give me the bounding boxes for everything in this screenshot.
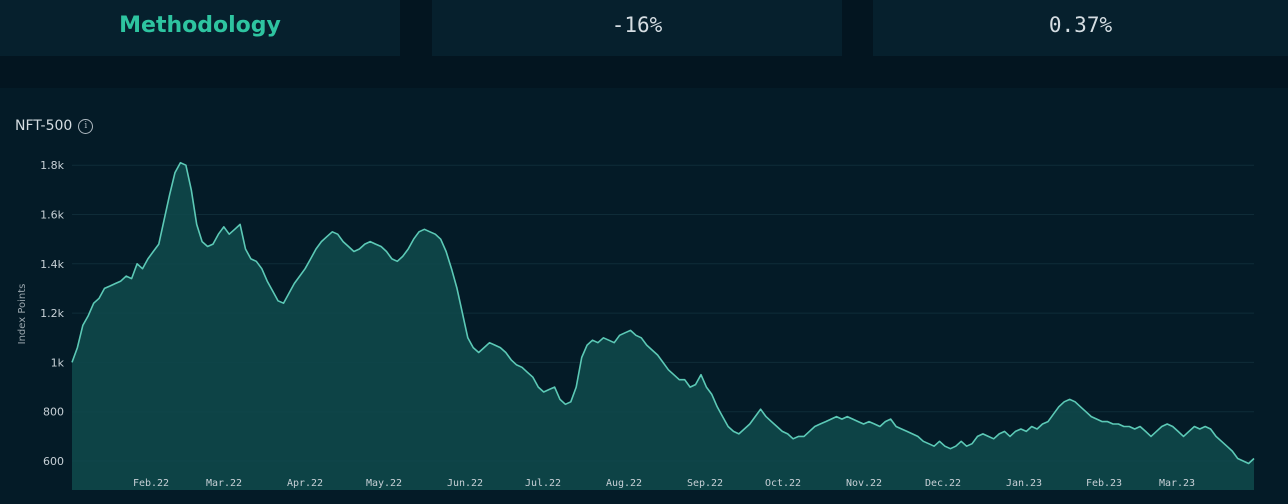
y-tick-label: 1.2k: [40, 307, 64, 320]
stat-card-change: -16%: [432, 0, 842, 56]
x-tick-label: Sep.22: [687, 478, 723, 489]
y-tick-label: 1.6k: [40, 209, 64, 222]
y-axis-label: Index Points: [17, 284, 28, 345]
info-icon[interactable]: i: [78, 118, 94, 134]
y-tick-label: 1.4k: [40, 258, 64, 271]
x-tick-label: Feb.22: [133, 478, 169, 489]
x-tick-label: Oct.22: [765, 478, 801, 489]
series-line: [71, 161, 1255, 465]
x-tick-label: May.22: [366, 478, 402, 489]
y-tick-label: 600: [43, 455, 64, 468]
x-axis-ticks: Feb.22 Mar.22 Apr.22 May.22 Jun.22 Jul.22 Aug.…: [133, 478, 1195, 489]
y-tick-label: 800: [43, 406, 64, 419]
chart-title: NFT-500: [15, 118, 73, 134]
x-tick-label: Jan.23: [1006, 478, 1042, 489]
y-axis-ticks: 600 800 1k 1.2k 1.4k 1.6k 1.8k: [40, 159, 64, 468]
x-tick-label: Feb.23: [1086, 478, 1122, 489]
stat-value-percent: 0.37%: [1048, 13, 1113, 37]
x-tick-label: Mar.23: [1159, 478, 1195, 489]
series-area: [72, 162, 1254, 490]
x-tick-label: Jul.22: [525, 478, 561, 489]
x-tick-label: Apr.22: [287, 478, 323, 489]
y-tick-label: 1k: [51, 356, 65, 369]
methodology-link[interactable]: Methodology: [119, 12, 281, 38]
y-tick-label: 1.8k: [40, 159, 64, 172]
chart-title-wrap: NFT-500 i: [15, 118, 94, 134]
methodology-card: Methodology: [0, 0, 400, 56]
stat-value-change: -16%: [611, 13, 663, 37]
x-tick-label: Aug.22: [606, 478, 642, 489]
x-tick-label: Mar.22: [206, 478, 242, 489]
x-tick-label: Nov.22: [846, 478, 882, 489]
x-tick-label: Dec.22: [925, 478, 961, 489]
x-tick-label: Jun.22: [447, 478, 483, 489]
stat-card-percent: 0.37%: [873, 0, 1288, 56]
